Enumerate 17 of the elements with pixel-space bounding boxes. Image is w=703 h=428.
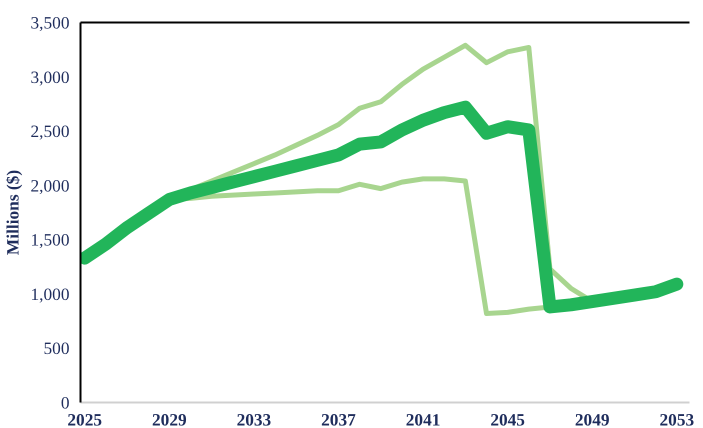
y-tick-label: 1,000 xyxy=(30,284,70,304)
y-tick-label: 1,500 xyxy=(30,230,70,250)
y-tick-label: 3,000 xyxy=(30,68,70,87)
x-tick-label: 2033 xyxy=(236,410,272,428)
y-tick-label: 2,000 xyxy=(30,176,70,196)
x-tick-label: 2037 xyxy=(321,410,356,428)
y-tick-label: 3,500 xyxy=(30,14,70,32)
y-axis-title: Millions ($) xyxy=(4,170,23,256)
x-tick-label: 2025 xyxy=(67,410,102,428)
y-tick-label: 2,500 xyxy=(30,122,70,142)
x-tick-label: 2029 xyxy=(152,410,187,428)
x-tick-label: 2053 xyxy=(659,410,694,428)
y-tick-label: 0 xyxy=(60,394,70,412)
x-tick-label: 2045 xyxy=(490,410,526,428)
y-tick-label: 500 xyxy=(44,339,70,358)
x-tick-label: 2049 xyxy=(574,410,610,428)
x-tick-label: 2041 xyxy=(406,410,440,428)
